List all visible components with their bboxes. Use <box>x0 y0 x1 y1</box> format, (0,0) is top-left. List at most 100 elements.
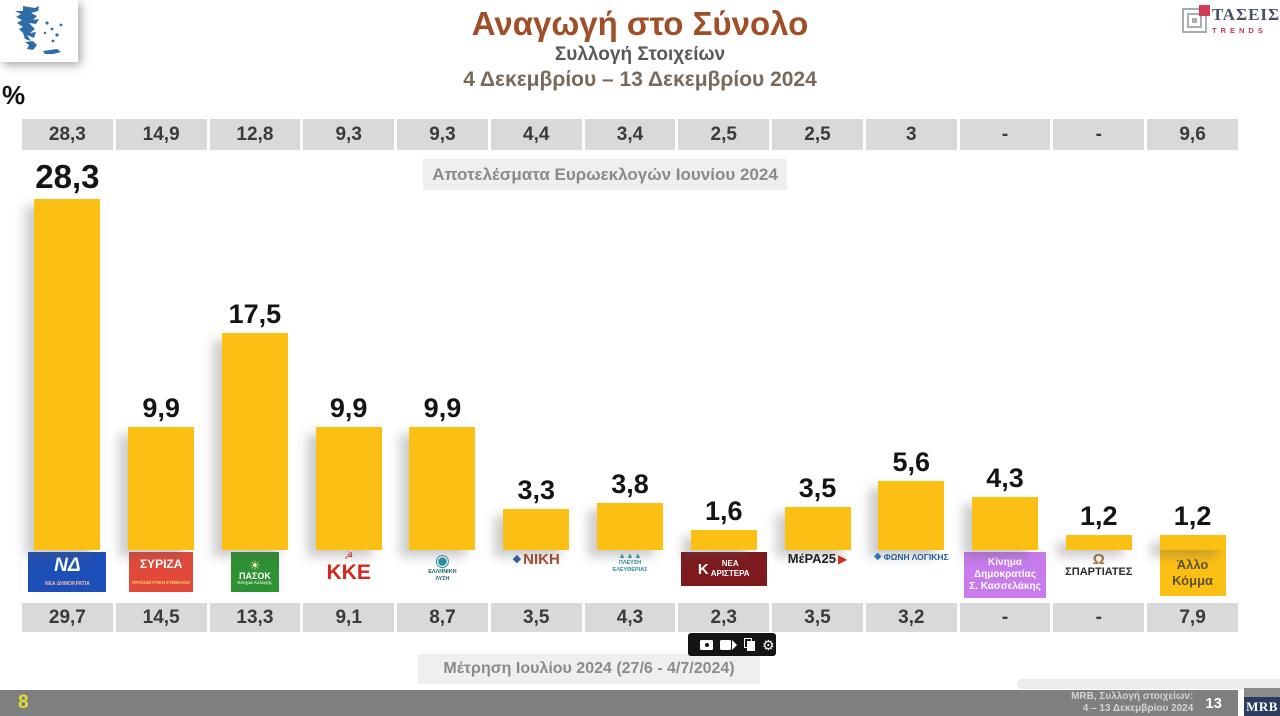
bar-column-spartiates: 1,2 <box>1053 152 1144 550</box>
euro-result-cell: 28,3 <box>22 119 113 150</box>
bar-column-allo-komma: 1,2 <box>1147 152 1238 550</box>
bar-column-kke: 9,9 <box>303 152 394 550</box>
party-logo-text: ΠΑΣΟΚ <box>238 570 271 581</box>
nea-aristera-logo: Κ <box>697 560 709 578</box>
bar-mera25 <box>784 507 851 550</box>
party-logo-allo-komma: Άλλο Κόμμα <box>1147 550 1238 602</box>
bar-value-label: 1,2 <box>1173 501 1212 531</box>
footer-bar: 8 MRB, Συλλογή στοιχείων: 4 – 13 Δεκεμβρ… <box>0 690 1238 716</box>
bar-value-label: 4,3 <box>986 463 1024 493</box>
bar-column-niki: 3,3 <box>491 152 582 550</box>
spartiates-helmet-icon: Ω <box>1092 551 1105 568</box>
party-logo-mera25: ΜέΡΑ25 ▶ <box>772 552 863 602</box>
bar-value-label: 3,5 <box>798 473 837 503</box>
party-logo-text: ΣΥΡΙΖΑ <box>139 557 183 572</box>
bar-kinima-dimokratias <box>972 497 1039 550</box>
party-logo-kinima-dimokratias: Κίνημα Δημοκρατίας Σ. Κασσελάκης <box>960 552 1051 602</box>
july-result-cell: 3,2 <box>865 603 957 632</box>
july-result-cell: 29,7 <box>22 603 113 632</box>
party-logo-plefsi-eleftherias: ▲▲▲ ΠΛΕΥΣΗ ΕΛΕΥΘΕΡΙΑΣ <box>585 552 676 602</box>
party-logo-text: ΠΛΕΥΣΗ ΕΛΕΥΘΕΡΙΑΣ <box>612 560 648 573</box>
header-titles: Αναγωγή στο Σύνολο Συλλογή Στοιχείων 4 Δ… <box>0 5 1280 92</box>
party-logo-nea-aristera: Κ ΝΕΑ ΑΡΙΣΤΕΡΑ <box>678 552 769 602</box>
party-logo-text: ΝΔ <box>54 555 81 577</box>
bar-value-label: 3,8 <box>611 469 649 499</box>
party-logo-pasok: ☀ ΠΑΣΟΚ Κίνημα Αλλαγής <box>210 552 301 602</box>
euro-result-cell: 4,4 <box>490 119 582 150</box>
party-logo-syriza: ΣΥΡΙΖΑ ΠΡΟΟΔΕΥΤΙΚΗ ΣΥΜΜΑΧΙΑ <box>116 552 207 602</box>
party-logo-text: ΣΠΑΡΤΙΑΤΕΣ <box>1065 566 1133 578</box>
party-logo-text: ΚΚΕ <box>326 561 371 584</box>
euro-result-cell: 2,5 <box>772 119 863 150</box>
party-logo-subtext: Κίνημα Αλλαγής <box>237 579 273 585</box>
bar-value-label: 3,3 <box>517 475 555 505</box>
bar-allo-komma <box>1159 535 1226 550</box>
bar-column-syriza: 9,9 <box>116 152 207 550</box>
party-logos-row: ΝΔ ΝΕΑ ΔΗΜΟΚΡΑΤΙΑ ΣΥΡΙΖΑ ΠΡΟΟΔΕΥΤΙΚΗ ΣΥΜΜΑΧ… <box>22 550 1238 602</box>
euro-result-cell: 3,4 <box>584 119 676 150</box>
party-logo-text: Κίνημα Δημοκρατίας Σ. Κασσελάκης <box>969 557 1041 592</box>
party-logo-kke: ☭ ΚΚΕ <box>303 552 394 602</box>
july-result-cell: 13,3 <box>209 603 301 632</box>
kke-hammer-sickle-icon: ☭ <box>344 551 354 562</box>
bar-column-nd: 28,3 <box>22 152 113 550</box>
bar-kke <box>315 427 382 550</box>
euro-result-cell: - <box>959 119 1051 150</box>
brand-subname: TRENDS <box>1212 26 1267 35</box>
july-result-cell: 7,9 <box>1147 603 1238 632</box>
party-logo-text: ΝΙΚΗ <box>523 551 560 568</box>
july-result-cell: 2,3 <box>678 603 770 632</box>
mrb-logo-text: MRB <box>1244 697 1280 716</box>
euro-result-cell: 14,9 <box>115 119 207 150</box>
july-result-cell: 14,5 <box>115 603 207 632</box>
date-range: 4 Δεκεμβρίου – 13 Δεκεμβρίου 2024 <box>463 68 817 92</box>
july-result-cell: 8,7 <box>397 603 488 632</box>
page-subtitle: Συλλογή Στοιχείων <box>554 44 726 66</box>
bar-value-label: 1,2 <box>1080 501 1118 531</box>
bar-chart: 28,3 9,9 17,5 9,9 9,9 3,3 3,8 1,6 3,5 5,6 4,3 1,2 1,… <box>22 152 1238 550</box>
slide-number-right: 13 <box>1205 694 1222 712</box>
party-logo-subtext: ΠΡΟΟΔΕΥΤΙΚΗ ΣΥΜΜΑΧΙΑ <box>132 579 191 585</box>
party-logo-subtext: ΝΕΑ ΔΗΜΟΚΡΑΤΙΑ <box>44 581 90 588</box>
euro-result-cell: 3 <box>865 119 957 150</box>
july-measure-band: Μέτρηση Ιουλίου 2024 (27/6 - 4/7/2024) <box>418 654 760 684</box>
bar-value-label: 5,6 <box>892 447 931 477</box>
party-logo-text: ΜέΡΑ25 <box>787 551 837 566</box>
bar-value-label: 17,5 <box>228 299 282 329</box>
greece-map <box>0 0 78 62</box>
bar-elliniki-lysi <box>409 427 476 550</box>
july-result-cell: 9,1 <box>303 603 395 632</box>
euro-results-row: 28,3 14,9 12,8 9,3 9,3 4,4 3,4 2,5 2,5 3- -9,6 <box>22 119 1238 150</box>
taseis-trends-logo: ΤΑΣΕΙΣ TRENDS <box>1182 5 1280 35</box>
greece-map-image <box>15 6 63 54</box>
elliniki-lysi-compass-icon: ◉ <box>435 551 450 570</box>
bar-column-mera25: 3,5 <box>772 152 863 550</box>
brand-name: ΤΑΣΕΙΣ <box>1212 5 1280 24</box>
bar-value-label: 1,6 <box>704 496 743 526</box>
party-logo-niki: ◆ ΝΙΚΗ <box>491 552 582 602</box>
camera-icon[interactable] <box>700 639 713 650</box>
foni-logikis-diamond-icon: ◆ <box>873 551 882 562</box>
bar-spartiates <box>1065 535 1132 550</box>
niki-emblem-icon: ◆ <box>512 553 522 565</box>
july-result-cell: - <box>959 603 1051 632</box>
mrb-logo-strip <box>1244 688 1280 697</box>
screenshot-toolbar: ⚙ <box>688 633 776 656</box>
mrb-logo: MRB <box>1244 688 1280 716</box>
bar-pasok <box>221 333 288 550</box>
bar-column-plefsi-eleftherias: 3,8 <box>585 152 676 550</box>
bar-column-pasok: 17,5 <box>210 152 301 550</box>
party-logo-nd: ΝΔ ΝΕΑ ΔΗΜΟΚΡΑΤΙΑ <box>22 552 113 602</box>
party-logo-text: Άλλο Κόμμα <box>1172 557 1214 588</box>
euro-result-cell: 12,8 <box>209 119 301 150</box>
slide-number-left: 8 <box>18 692 29 713</box>
percent-axis-label: % <box>2 80 26 110</box>
gear-icon[interactable]: ⚙ <box>762 636 775 653</box>
pasok-sun-icon: ☀ <box>249 557 261 573</box>
euro-results-band: Αποτελέσματα Ευρωεκλογών Ιουνίου 2024 <box>423 159 787 190</box>
july-result-cell: 4,3 <box>584 603 676 632</box>
video-camera-icon[interactable] <box>720 639 737 650</box>
copy-pages-icon[interactable] <box>744 638 755 651</box>
bar-value-label: 9,9 <box>142 393 180 423</box>
euro-result-cell: 9,3 <box>397 119 488 150</box>
